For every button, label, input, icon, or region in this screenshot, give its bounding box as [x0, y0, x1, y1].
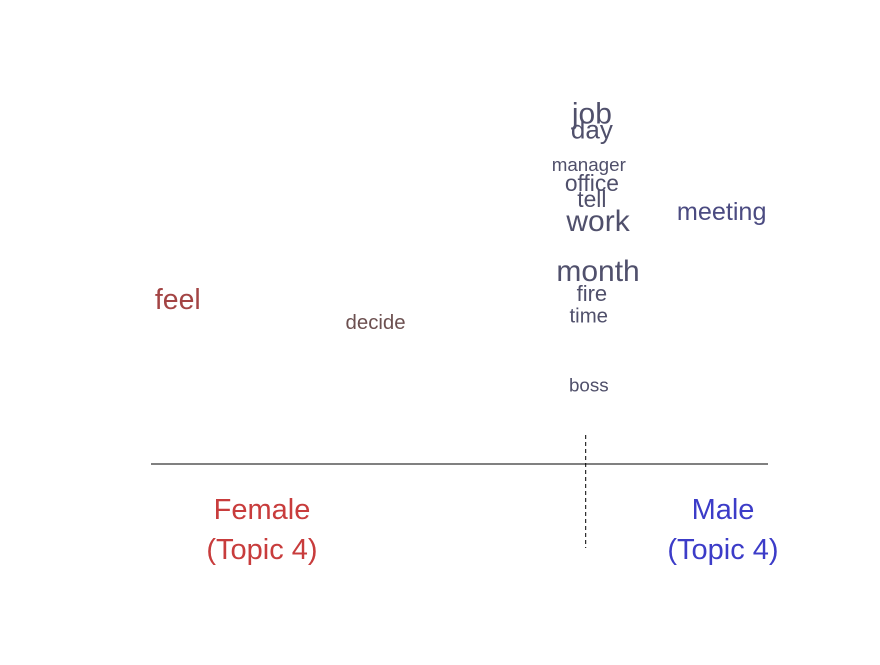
word-fire: fire	[577, 281, 608, 306]
male-pole-label: Male	[692, 494, 755, 526]
word-work: work	[565, 205, 630, 238]
word-feel: feel	[155, 284, 201, 316]
word-office: office	[565, 170, 619, 196]
word-month: month	[556, 255, 639, 288]
word-tell: tell	[577, 186, 606, 212]
word-manager: manager	[552, 154, 626, 175]
word-job: job	[571, 98, 612, 131]
female-pole-label: Female	[214, 494, 311, 526]
male-pole-sublabel: (Topic 4)	[667, 534, 778, 566]
female-pole-sublabel: (Topic 4)	[206, 534, 317, 566]
word-boss: boss	[569, 375, 609, 396]
word-meeting: meeting	[677, 198, 767, 226]
word-decide: decide	[346, 312, 406, 334]
word-time: time	[570, 306, 609, 328]
word-day: day	[571, 114, 613, 144]
